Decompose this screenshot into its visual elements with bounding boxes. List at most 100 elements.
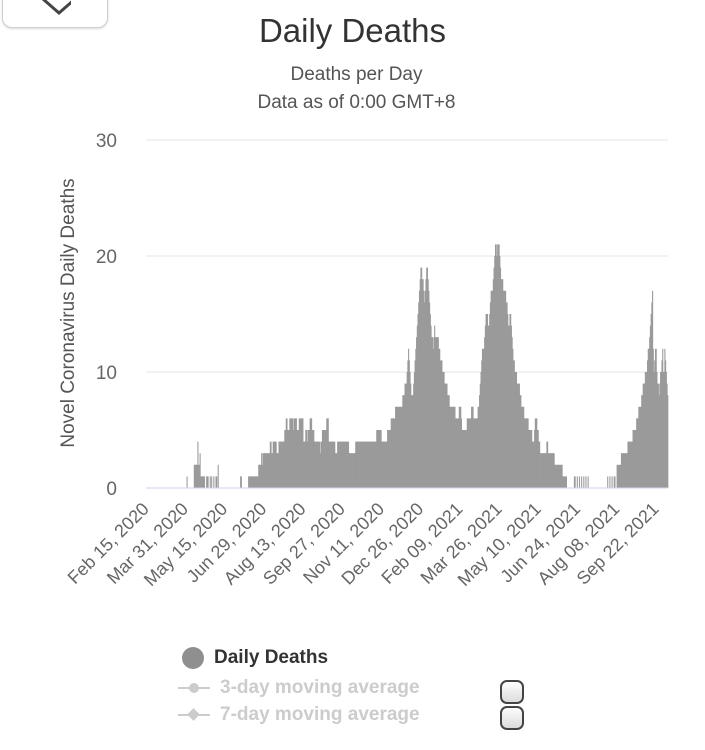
bar[interactable] (557, 464, 560, 488)
bar[interactable] (499, 256, 501, 488)
bar[interactable] (206, 476, 208, 488)
bar[interactable] (659, 383, 661, 488)
bar[interactable] (199, 453, 201, 488)
bar[interactable] (534, 418, 536, 488)
bar[interactable] (531, 430, 533, 488)
bar[interactable] (459, 406, 461, 488)
bar[interactable] (555, 464, 557, 488)
bar[interactable] (425, 279, 427, 488)
bar[interactable] (617, 464, 619, 488)
bar[interactable] (301, 418, 303, 488)
bar[interactable] (454, 406, 456, 488)
bar[interactable] (310, 418, 312, 488)
bar[interactable] (424, 290, 426, 488)
bar[interactable] (438, 348, 440, 488)
bar[interactable] (651, 302, 653, 488)
bar[interactable] (195, 464, 198, 488)
bar[interactable] (255, 476, 257, 488)
bar[interactable] (439, 348, 441, 488)
bar[interactable] (384, 441, 386, 488)
bar[interactable] (368, 441, 370, 488)
bar[interactable] (327, 418, 329, 488)
bar[interactable] (468, 418, 470, 488)
bar[interactable] (368, 441, 371, 488)
bar[interactable] (623, 453, 625, 488)
bar[interactable] (548, 453, 550, 488)
bar[interactable] (354, 453, 356, 488)
bar[interactable] (484, 325, 486, 488)
bar[interactable] (256, 476, 258, 488)
bar[interactable] (574, 476, 576, 488)
bar[interactable] (378, 430, 380, 488)
bar[interactable] (549, 453, 551, 488)
bar[interactable] (374, 441, 376, 488)
bar[interactable] (431, 337, 433, 488)
bar[interactable] (490, 290, 492, 488)
bar[interactable] (487, 314, 489, 488)
bar[interactable] (287, 430, 289, 488)
bar[interactable] (460, 418, 463, 488)
bar[interactable] (410, 383, 412, 488)
bar[interactable] (309, 418, 311, 488)
bar[interactable] (511, 337, 513, 488)
bar[interactable] (254, 476, 256, 488)
bar[interactable] (545, 453, 547, 488)
bar[interactable] (520, 395, 522, 488)
bar[interactable] (647, 360, 649, 488)
bar[interactable] (319, 441, 321, 488)
bar[interactable] (609, 476, 611, 488)
bar[interactable] (201, 476, 203, 488)
bar[interactable] (428, 290, 430, 488)
bar[interactable] (557, 464, 559, 488)
bar[interactable] (408, 348, 410, 488)
bar[interactable] (277, 453, 279, 488)
bar[interactable] (450, 406, 452, 488)
bar[interactable] (420, 267, 422, 488)
bar[interactable] (658, 395, 660, 488)
bar[interactable] (263, 453, 265, 488)
bar[interactable] (620, 453, 623, 488)
bar[interactable] (436, 337, 438, 488)
bar[interactable] (251, 476, 253, 488)
bar[interactable] (336, 453, 338, 488)
bar[interactable] (521, 406, 523, 488)
bar[interactable] (622, 453, 624, 488)
bar[interactable] (334, 441, 336, 488)
bar[interactable] (498, 244, 500, 488)
bar[interactable] (349, 453, 351, 488)
bar[interactable] (424, 302, 426, 488)
bar[interactable] (507, 314, 509, 488)
bar[interactable] (492, 290, 494, 488)
bar[interactable] (487, 325, 489, 488)
bar[interactable] (358, 441, 360, 488)
bar[interactable] (203, 476, 205, 488)
bar[interactable] (451, 406, 453, 488)
bar[interactable] (250, 476, 253, 488)
bar[interactable] (632, 430, 634, 488)
bar[interactable] (485, 314, 487, 488)
bar[interactable] (546, 441, 548, 488)
bar[interactable] (308, 430, 310, 488)
bar[interactable] (338, 441, 340, 488)
bar[interactable] (360, 441, 362, 488)
bar[interactable] (466, 430, 468, 488)
bar[interactable] (348, 453, 350, 488)
bar[interactable] (304, 441, 306, 488)
bar[interactable] (321, 441, 323, 488)
bar[interactable] (365, 441, 367, 488)
bar[interactable] (274, 441, 276, 488)
bar[interactable] (259, 464, 261, 488)
bar[interactable] (439, 360, 442, 488)
bar[interactable] (505, 302, 507, 488)
bar[interactable] (555, 464, 557, 488)
bar[interactable] (501, 279, 503, 488)
bar[interactable] (294, 418, 296, 488)
bar[interactable] (543, 453, 545, 488)
bar[interactable] (299, 418, 301, 488)
bar[interactable] (478, 406, 480, 488)
bar[interactable] (431, 337, 434, 488)
bar[interactable] (316, 441, 318, 488)
bar[interactable] (258, 464, 260, 488)
bar[interactable] (552, 453, 554, 488)
bar[interactable] (334, 453, 337, 488)
